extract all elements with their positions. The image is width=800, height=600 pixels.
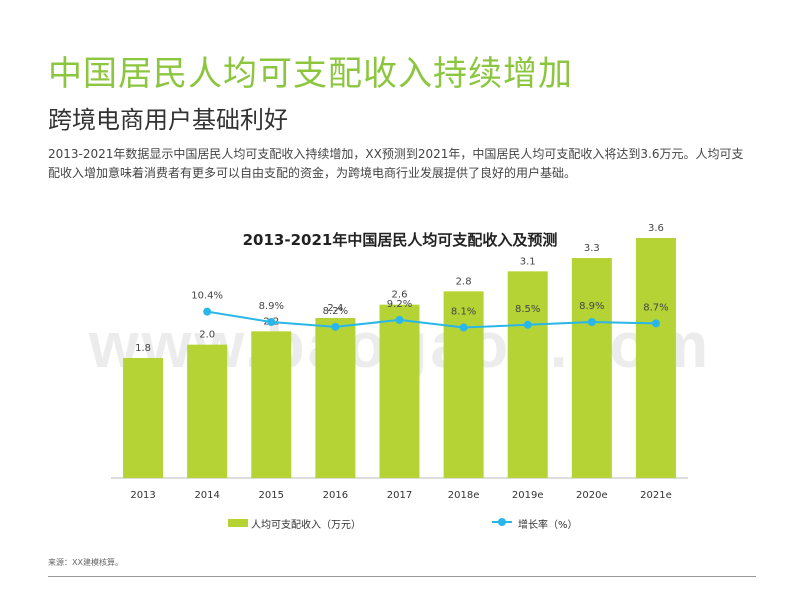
growth-label-2017: 9.2% [387,299,412,310]
growth-label-2014: 10.4% [191,291,223,302]
growth-point-2021e [651,319,660,328]
page-subtitle: 跨境电商用户基础利好 [48,106,288,134]
bar-label-2020e: 3.3 [584,243,600,254]
growth-point-2018e [459,323,468,332]
growth-label-2020e: 8.9% [579,301,604,312]
bar-2015 [251,331,292,478]
page-title: 中国居民人均可支配收入持续增加 [48,54,573,94]
bar-label-2014: 2.0 [199,330,215,341]
growth-line [207,310,656,329]
bar-label-2013: 1.8 [135,343,151,354]
x-tick-2015: 2015 [259,490,284,501]
bar-2020e [571,258,612,478]
legend-line-label: 增长率（%） [518,520,578,531]
growth-label-2021e: 8.7% [643,302,668,313]
x-tick-2016: 2016 [323,490,348,501]
bar-label-2021e: 3.6 [648,223,664,234]
page-description: 2013-2021年数据显示中国居民人均可支配收入持续增加，XX预测到2021年… [48,147,744,180]
bar-2018e [443,291,484,478]
legend-line-marker [498,518,506,526]
growth-point-2014 [203,307,212,316]
growth-point-2015 [267,318,276,326]
bar-label-2017: 2.6 [392,290,408,301]
growth-label-2018e: 8.1% [451,307,476,318]
bar-2014 [187,344,228,478]
x-tick-2020e: 2020e [576,490,608,501]
legend-bar-swatch [228,519,248,527]
growth-label-2019e: 8.5% [515,304,540,315]
growth-label-2015: 8.9% [259,301,284,312]
bar-2013 [123,358,164,478]
growth-point-2017 [395,315,404,324]
growth-point-2020e [587,318,596,326]
bar-2017 [379,304,420,478]
x-tick-2014: 2014 [194,490,219,501]
growth-label-2016: 8.2% [323,306,348,317]
x-tick-2013: 2013 [130,490,155,501]
x-tick-2018e: 2018e [448,490,480,501]
bar-label-2019e: 3.1 [520,256,536,267]
chart-title: 2013-2021年中国居民人均可支配收入及预测 [242,231,558,249]
legend-bar-label: 人均可支配收入（万元） [251,520,361,531]
growth-point-2019e [523,320,532,329]
x-tick-2017: 2017 [387,490,412,501]
bar-label-2016: 2.4 [327,303,343,314]
growth-point-2016 [331,322,340,331]
footer-divider [48,576,756,577]
source-note: 来源：XX建模核算。 [48,558,123,567]
bar-label-2018e: 2.8 [456,276,472,287]
bar-2016 [315,318,356,478]
x-tick-2021e: 2021e [640,490,672,501]
bar-2019e [507,271,548,478]
x-tick-2019e: 2019e [512,490,544,501]
bar-2021e [635,238,676,478]
